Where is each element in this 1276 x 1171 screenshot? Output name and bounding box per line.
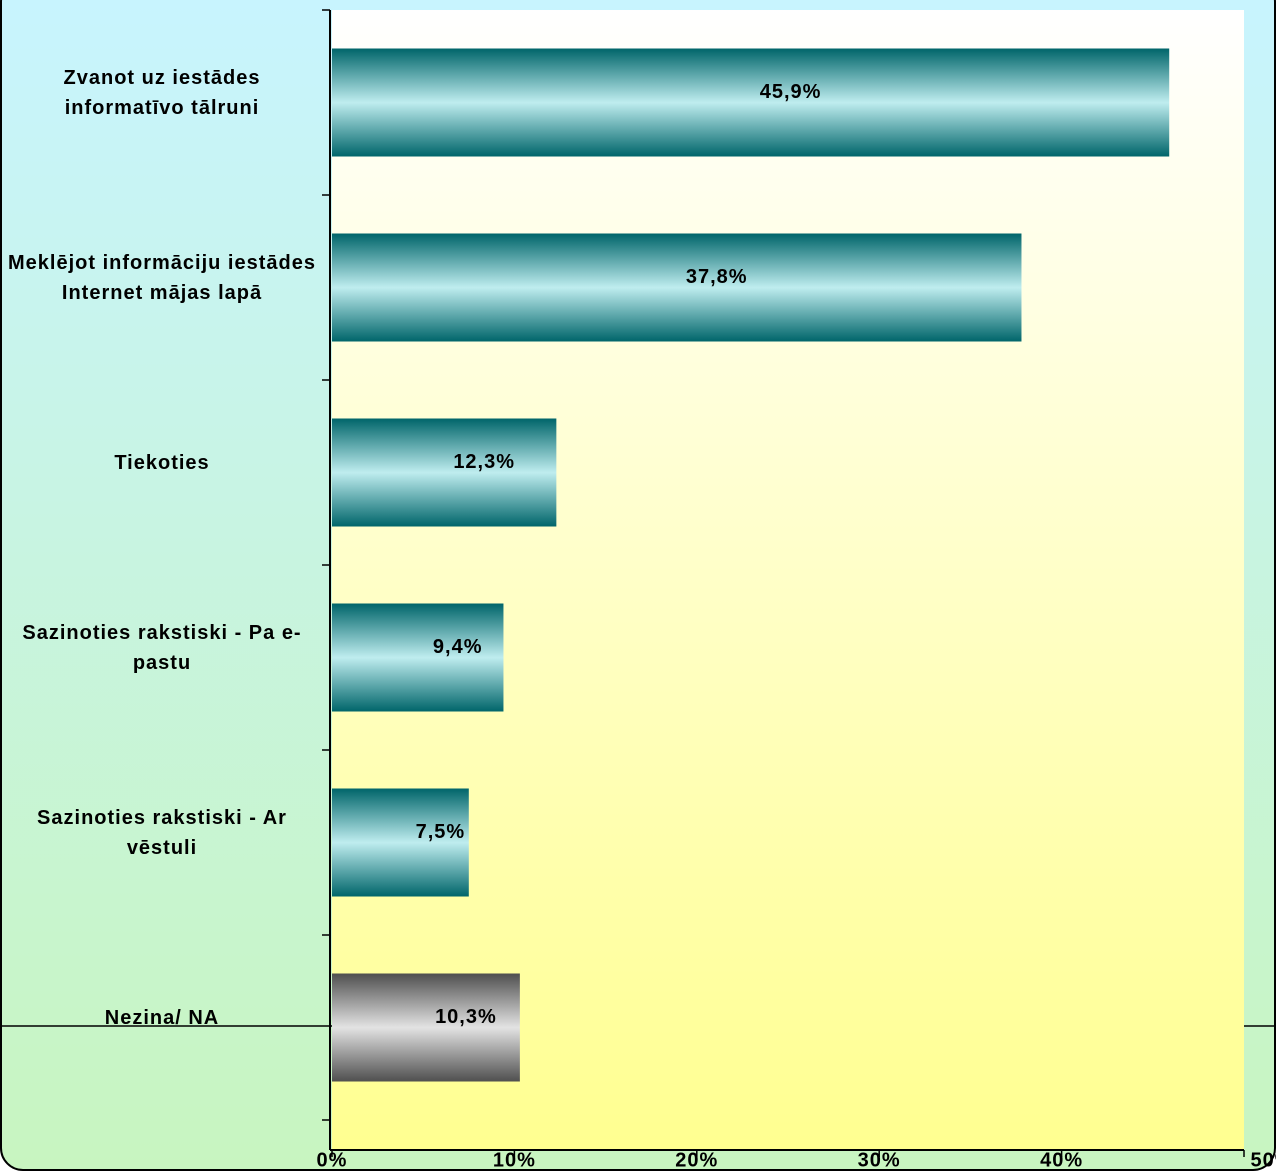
bar [332,48,1170,157]
y-tick-label: Nezina/ NA [104,1006,220,1029]
value-label: 12,3% [453,451,515,473]
value-label: 7,5% [416,821,466,843]
y-tick-label: Sazinoties rakstiski - Pa e-pastu [22,621,302,674]
x-tick-label: 40% [1040,1149,1083,1171]
x-tick-label: 20% [675,1149,718,1171]
value-label: 45,9% [760,81,822,103]
plot-area [332,10,1244,1150]
bar [332,603,504,712]
y-tick-label: Zvanot uz iestādes informatīvo tālruni [63,66,261,119]
value-label: 10,3% [435,1006,497,1028]
bar [332,233,1022,342]
x-tick-label: 30% [858,1149,901,1171]
value-label: 37,8% [686,266,748,288]
y-tick-label: Sazinoties rakstiski - Ar vēstuli [37,806,287,859]
bar [332,418,557,527]
x-tick-label: 0% [317,1149,348,1171]
bar [332,788,469,897]
value-label: 9,4% [433,636,483,658]
x-tick-label: 10% [493,1149,536,1171]
y-tick-label: Meklējot informāciju iestādes Internet m… [8,251,316,304]
bar [332,973,520,1082]
x-tick-label: 50% [1250,1149,1276,1171]
y-tick-label: Tiekoties [114,451,210,474]
